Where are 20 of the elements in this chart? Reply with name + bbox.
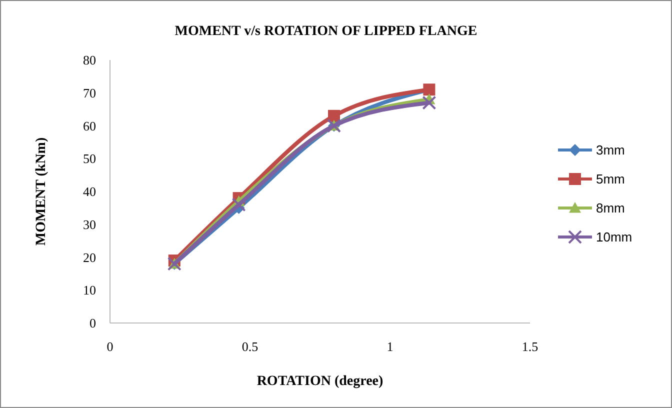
legend-label: 5mm: [596, 172, 625, 187]
y-tick-label: 0: [90, 316, 96, 331]
y-tick-label: 80: [83, 52, 96, 68]
y-tick-label: 40: [83, 184, 96, 200]
x-tick-label: 1.5: [522, 339, 538, 354]
y-tick-label: 60: [83, 118, 96, 134]
y-axis-title: MOMENT (kNm): [34, 137, 49, 246]
x-axis-title: ROTATION (degree): [256, 374, 384, 389]
y-tick-label: 50: [83, 151, 96, 166]
y-tick-label: 10: [83, 282, 96, 298]
x-tick-label: 1: [386, 339, 394, 354]
y-tick-label: 70: [83, 85, 96, 100]
legend-label: 3mm: [596, 142, 625, 158]
legend-label: 8mm: [596, 200, 625, 216]
x-tick-label: 0.5: [242, 339, 258, 354]
y-tick-label: 30: [83, 216, 96, 232]
legend-label: 10mm: [596, 230, 632, 245]
x-tick-label: 0: [106, 339, 114, 354]
chart-title: MOMENT v/s ROTATION OF LIPPED FLANGE: [174, 24, 478, 39]
y-tick-label: 20: [83, 250, 96, 265]
